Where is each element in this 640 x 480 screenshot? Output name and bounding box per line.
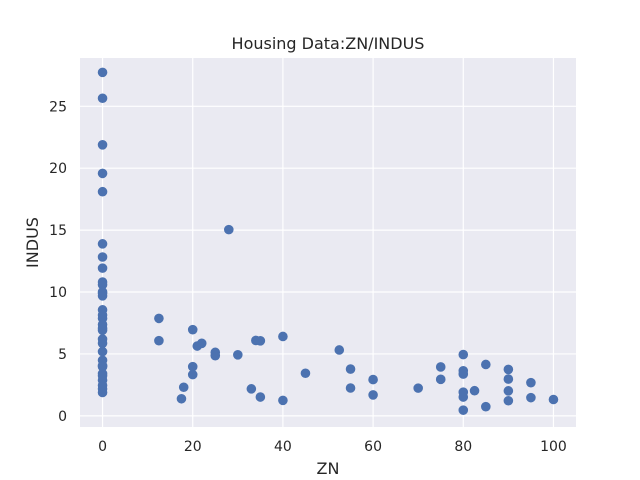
data-point xyxy=(548,394,559,405)
data-point xyxy=(97,338,108,349)
data-point xyxy=(481,401,491,412)
data-point xyxy=(176,393,187,404)
grid xyxy=(80,58,576,427)
data-point xyxy=(368,374,378,385)
data-point xyxy=(97,186,108,197)
x-tick-label: 80 xyxy=(454,439,472,455)
data-point xyxy=(255,336,266,346)
data-point xyxy=(97,291,108,301)
data-point xyxy=(458,405,469,415)
plot-area xyxy=(80,58,576,427)
data-point xyxy=(413,383,423,393)
data-point xyxy=(503,374,514,384)
y-axis-label: INDUS xyxy=(23,217,42,268)
data-point xyxy=(435,374,446,385)
data-point xyxy=(187,324,198,335)
data-point xyxy=(154,335,164,346)
data-point xyxy=(97,140,108,150)
y-tick-label: 20 xyxy=(49,161,67,177)
data-point xyxy=(469,385,480,396)
data-point xyxy=(278,395,288,406)
data-point xyxy=(233,350,243,360)
tick-labels: 0 20 40 60 80 100 0 5 10 15 20 25 xyxy=(49,99,567,455)
data-point xyxy=(334,345,345,355)
data-point xyxy=(210,350,221,361)
data-point xyxy=(300,368,311,379)
data-point xyxy=(526,377,536,388)
data-point xyxy=(97,263,108,273)
y-tick-label: 0 xyxy=(58,409,67,425)
data-point xyxy=(97,239,108,249)
data-point xyxy=(187,361,198,372)
data-point xyxy=(154,313,164,324)
x-tick-label: 60 xyxy=(364,439,382,455)
data-point xyxy=(278,331,288,342)
data-point xyxy=(224,224,234,235)
data-point xyxy=(503,364,514,375)
y-tick-label: 5 xyxy=(58,347,67,363)
data-point xyxy=(435,362,446,372)
data-point xyxy=(97,93,108,104)
chart-title: Housing Data:ZN/INDUS xyxy=(232,34,425,53)
data-point xyxy=(97,168,108,179)
data-point xyxy=(458,349,469,360)
data-point xyxy=(97,252,108,262)
x-tick-label: 0 xyxy=(98,439,107,455)
data-point xyxy=(503,386,514,396)
data-point xyxy=(345,364,356,374)
y-tick-label: 15 xyxy=(49,223,67,239)
x-axis-label: ZN xyxy=(317,459,340,478)
data-point xyxy=(246,384,257,394)
x-tick-label: 20 xyxy=(184,439,202,455)
data-point xyxy=(368,390,378,400)
data-point xyxy=(178,382,189,393)
data-point xyxy=(345,383,356,393)
x-tick-label: 100 xyxy=(540,439,567,455)
data-point xyxy=(196,338,207,349)
data-point xyxy=(97,346,108,357)
data-point xyxy=(481,359,491,370)
data-point xyxy=(97,387,108,398)
data-point xyxy=(526,392,536,403)
y-tick-label: 25 xyxy=(49,99,67,115)
data-point xyxy=(458,369,469,379)
data-point xyxy=(97,67,108,78)
y-tick-label: 10 xyxy=(49,285,67,301)
data-point xyxy=(255,392,266,402)
data-points xyxy=(97,67,559,415)
data-point xyxy=(503,395,514,406)
data-point xyxy=(97,325,108,336)
data-point xyxy=(458,392,469,402)
data-point xyxy=(187,369,198,380)
x-tick-label: 40 xyxy=(274,439,292,455)
